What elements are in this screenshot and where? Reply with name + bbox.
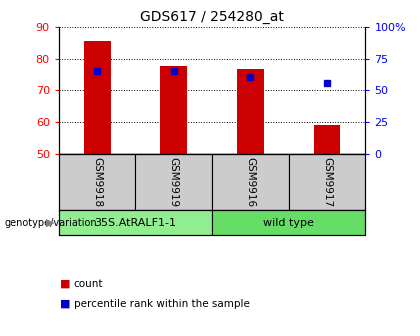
Text: ▶: ▶ [46, 217, 55, 227]
Text: wild type: wild type [263, 217, 314, 227]
Text: ■: ■ [60, 279, 71, 289]
Text: percentile rank within the sample: percentile rank within the sample [74, 299, 249, 309]
Bar [237, 69, 264, 154]
Text: GSM9917: GSM9917 [322, 157, 332, 207]
Bar [59, 210, 212, 235]
Bar [135, 154, 212, 210]
Bar [314, 125, 341, 154]
Bar [84, 41, 110, 154]
Text: GSM9918: GSM9918 [92, 157, 102, 207]
Text: genotype/variation: genotype/variation [4, 217, 97, 227]
Title: GDS617 / 254280_at: GDS617 / 254280_at [140, 10, 284, 25]
Text: GSM9919: GSM9919 [169, 157, 179, 207]
Bar [59, 154, 135, 210]
Text: ■: ■ [60, 299, 71, 309]
Bar [212, 210, 365, 235]
Text: GSM9916: GSM9916 [245, 157, 255, 207]
Bar [212, 154, 289, 210]
Text: 35S.AtRALF1-1: 35S.AtRALF1-1 [94, 217, 176, 227]
Text: count: count [74, 279, 103, 289]
Bar [160, 67, 187, 154]
Bar [289, 154, 365, 210]
